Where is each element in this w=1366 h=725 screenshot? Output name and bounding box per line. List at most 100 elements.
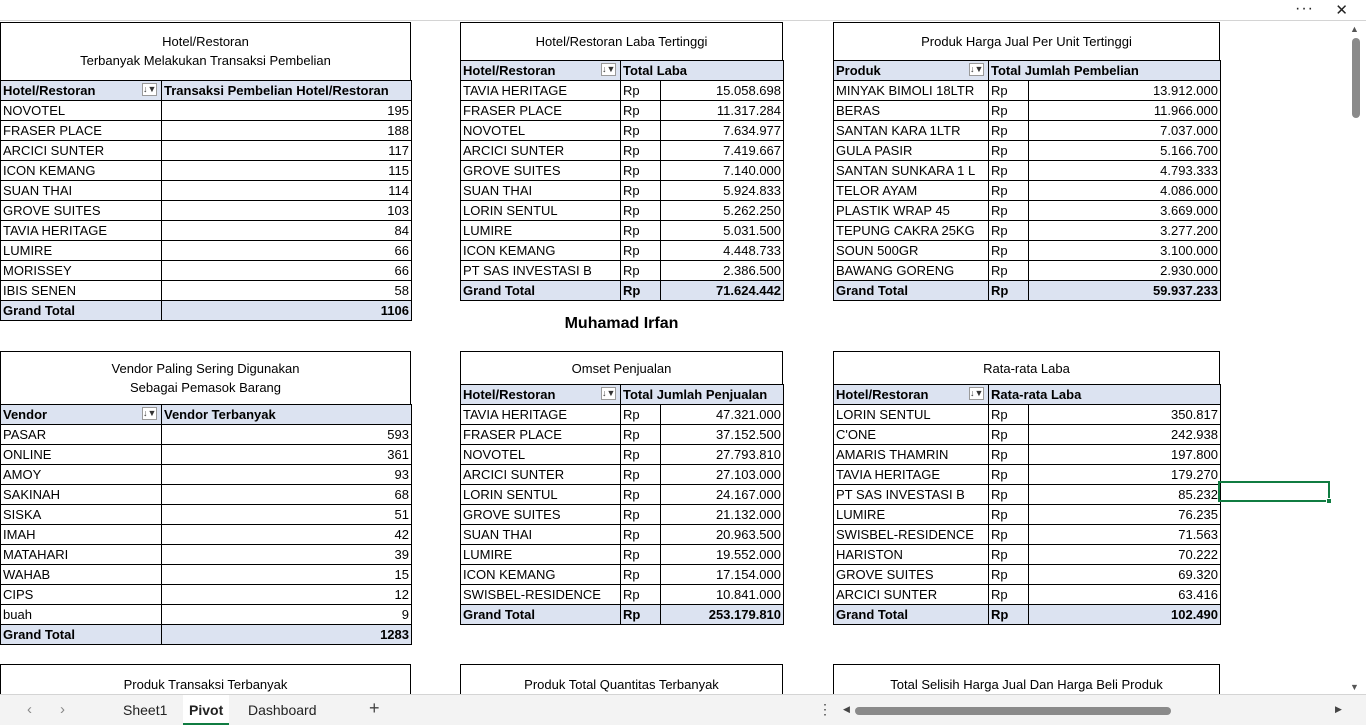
currency-label[interactable]: Rp (620, 120, 661, 141)
grand-total-value[interactable]: 71.624.442 (660, 280, 785, 301)
row-label[interactable]: GROVE SUITES (0, 200, 162, 221)
value-cell[interactable]: 197.800 (1028, 444, 1221, 465)
row-label[interactable]: AMARIS THAMRIN (833, 444, 989, 465)
row-label-header[interactable]: Vendor ↓▼ (0, 404, 162, 425)
prev-sheet-icon[interactable]: ‹ (27, 701, 32, 718)
worksheet-grid[interactable]: Hotel/Restoran Terbanyak Melakukan Trans… (0, 22, 1345, 694)
pivot-hotel-transactions[interactable]: Hotel/Restoran ↓▼ Transaksi Pembelian Hote… (0, 80, 412, 321)
scroll-up-icon[interactable]: ▲ (1350, 24, 1359, 34)
row-label[interactable]: NOVOTEL (460, 444, 621, 465)
currency-label[interactable]: Rp (988, 220, 1029, 241)
row-label[interactable]: BAWANG GORENG (833, 260, 989, 281)
grand-total-value[interactable]: 253.179.810 (660, 604, 785, 625)
value-cell[interactable]: 68 (161, 484, 412, 505)
row-label[interactable]: ICON KEMANG (460, 240, 621, 261)
currency-label[interactable]: Rp (620, 220, 661, 241)
grand-total-label[interactable]: Grand Total (833, 280, 989, 301)
value-cell[interactable]: 66 (161, 260, 412, 281)
row-label[interactable]: LORIN SENTUL (833, 404, 989, 425)
value-cell[interactable]: 5.031.500 (660, 220, 785, 241)
value-cell[interactable]: 13.912.000 (1028, 80, 1222, 101)
scroll-down-icon[interactable]: ▼ (1350, 682, 1359, 692)
currency-label[interactable]: Rp (988, 200, 1029, 221)
filter-dropdown-icon[interactable]: ↓▼ (142, 407, 157, 420)
row-label[interactable]: ARCICI SUNTER (460, 140, 621, 161)
row-label[interactable]: SANTAN KARA 1LTR (833, 120, 989, 141)
value-cell[interactable]: 3.277.200 (1028, 220, 1222, 241)
currency-label[interactable]: Rp (988, 564, 1029, 585)
value-cell[interactable]: 195 (161, 100, 412, 121)
row-label[interactable]: ICON KEMANG (460, 564, 621, 585)
currency-label[interactable]: Rp (620, 564, 661, 585)
row-label[interactable]: LUMIRE (460, 544, 621, 565)
currency-label[interactable]: Rp (988, 484, 1029, 505)
row-label[interactable]: SAKINAH (0, 484, 162, 505)
row-label[interactable]: MORISSEY (0, 260, 162, 281)
tab-pivot[interactable]: Pivot (183, 695, 230, 725)
value-cell[interactable]: 15 (161, 564, 412, 585)
value-cell[interactable]: 5.262.250 (660, 200, 785, 221)
currency-label[interactable]: Rp (988, 404, 1029, 425)
value-cell[interactable]: 93 (161, 464, 412, 485)
value-cell[interactable]: 19.552.000 (660, 544, 785, 565)
currency-label[interactable]: Rp (620, 140, 661, 161)
row-label[interactable]: C'ONE (833, 424, 989, 445)
value-header[interactable]: Rata-rata Laba (988, 384, 1221, 405)
value-cell[interactable]: 63.416 (1028, 584, 1221, 605)
currency-label[interactable]: Rp (988, 160, 1029, 181)
row-label[interactable]: GROVE SUITES (833, 564, 989, 585)
fill-handle[interactable] (1326, 498, 1332, 504)
value-header[interactable]: Transaksi Pembelian Hotel/Restoran (161, 80, 412, 101)
row-label-header[interactable]: Hotel/Restoran ↓▼ (833, 384, 989, 405)
row-label[interactable]: TELOR AYAM (833, 180, 989, 201)
scroll-left-icon[interactable]: ◀ (843, 704, 850, 714)
value-cell[interactable]: 17.154.000 (660, 564, 785, 585)
currency-label[interactable]: Rp (620, 424, 661, 445)
row-label[interactable]: NOVOTEL (460, 120, 621, 141)
value-header[interactable]: Vendor Terbanyak (161, 404, 412, 425)
value-cell[interactable]: 71.563 (1028, 524, 1221, 545)
horizontal-scroll-thumb[interactable] (855, 707, 1171, 715)
scroll-right-icon[interactable]: ▶ (1335, 704, 1342, 714)
currency-label[interactable]: Rp (988, 504, 1029, 525)
row-label[interactable]: TAVIA HERITAGE (833, 464, 989, 485)
currency-label[interactable]: Rp (620, 200, 661, 221)
value-cell[interactable]: 84 (161, 220, 412, 241)
value-cell[interactable]: 2.930.000 (1028, 260, 1222, 281)
currency-label[interactable]: Rp (988, 80, 1029, 101)
value-cell[interactable]: 20.963.500 (660, 524, 785, 545)
value-cell[interactable]: 39 (161, 544, 412, 565)
value-cell[interactable]: 51 (161, 504, 412, 525)
value-cell[interactable]: 114 (161, 180, 412, 201)
pivot-omset[interactable]: Hotel/Restoran ↓▼ Total Jumlah Penjualan TA… (460, 384, 785, 625)
row-label-header[interactable]: Hotel/Restoran ↓▼ (460, 60, 621, 81)
value-cell[interactable]: 58 (161, 280, 412, 301)
tab-dashboard[interactable]: Dashboard (248, 702, 317, 718)
value-cell[interactable]: 3.100.000 (1028, 240, 1222, 261)
row-label[interactable]: ARCICI SUNTER (833, 584, 989, 605)
pivot-rata-laba[interactable]: Hotel/Restoran ↓▼ Rata-rata Laba LORIN SENT… (833, 384, 1221, 625)
row-label[interactable]: buah (0, 604, 162, 625)
value-cell[interactable]: 85.232 (1028, 484, 1221, 505)
currency-label[interactable]: Rp (620, 280, 661, 301)
value-cell[interactable]: 361 (161, 444, 412, 465)
currency-label[interactable]: Rp (620, 544, 661, 565)
value-cell[interactable]: 2.386.500 (660, 260, 785, 281)
currency-label[interactable]: Rp (620, 100, 661, 121)
currency-label[interactable]: Rp (620, 584, 661, 605)
value-cell[interactable]: 76.235 (1028, 504, 1221, 525)
value-cell[interactable]: 350.817 (1028, 404, 1221, 425)
add-sheet-button[interactable]: + (369, 698, 380, 718)
row-label[interactable]: SOUN 500GR (833, 240, 989, 261)
row-label[interactable]: SANTAN SUNKARA 1 L (833, 160, 989, 181)
value-cell[interactable]: 117 (161, 140, 412, 161)
row-label[interactable]: ONLINE (0, 444, 162, 465)
currency-label[interactable]: Rp (988, 280, 1029, 301)
row-label[interactable]: SUAN THAI (460, 180, 621, 201)
value-header[interactable]: Total Jumlah Pembelian (988, 60, 1222, 81)
grand-total-value[interactable]: 59.937.233 (1028, 280, 1222, 301)
row-label[interactable]: ARCICI SUNTER (0, 140, 162, 161)
grand-total-label[interactable]: Grand Total (460, 604, 621, 625)
next-sheet-icon[interactable]: › (60, 701, 65, 718)
value-cell[interactable]: 27.103.000 (660, 464, 785, 485)
